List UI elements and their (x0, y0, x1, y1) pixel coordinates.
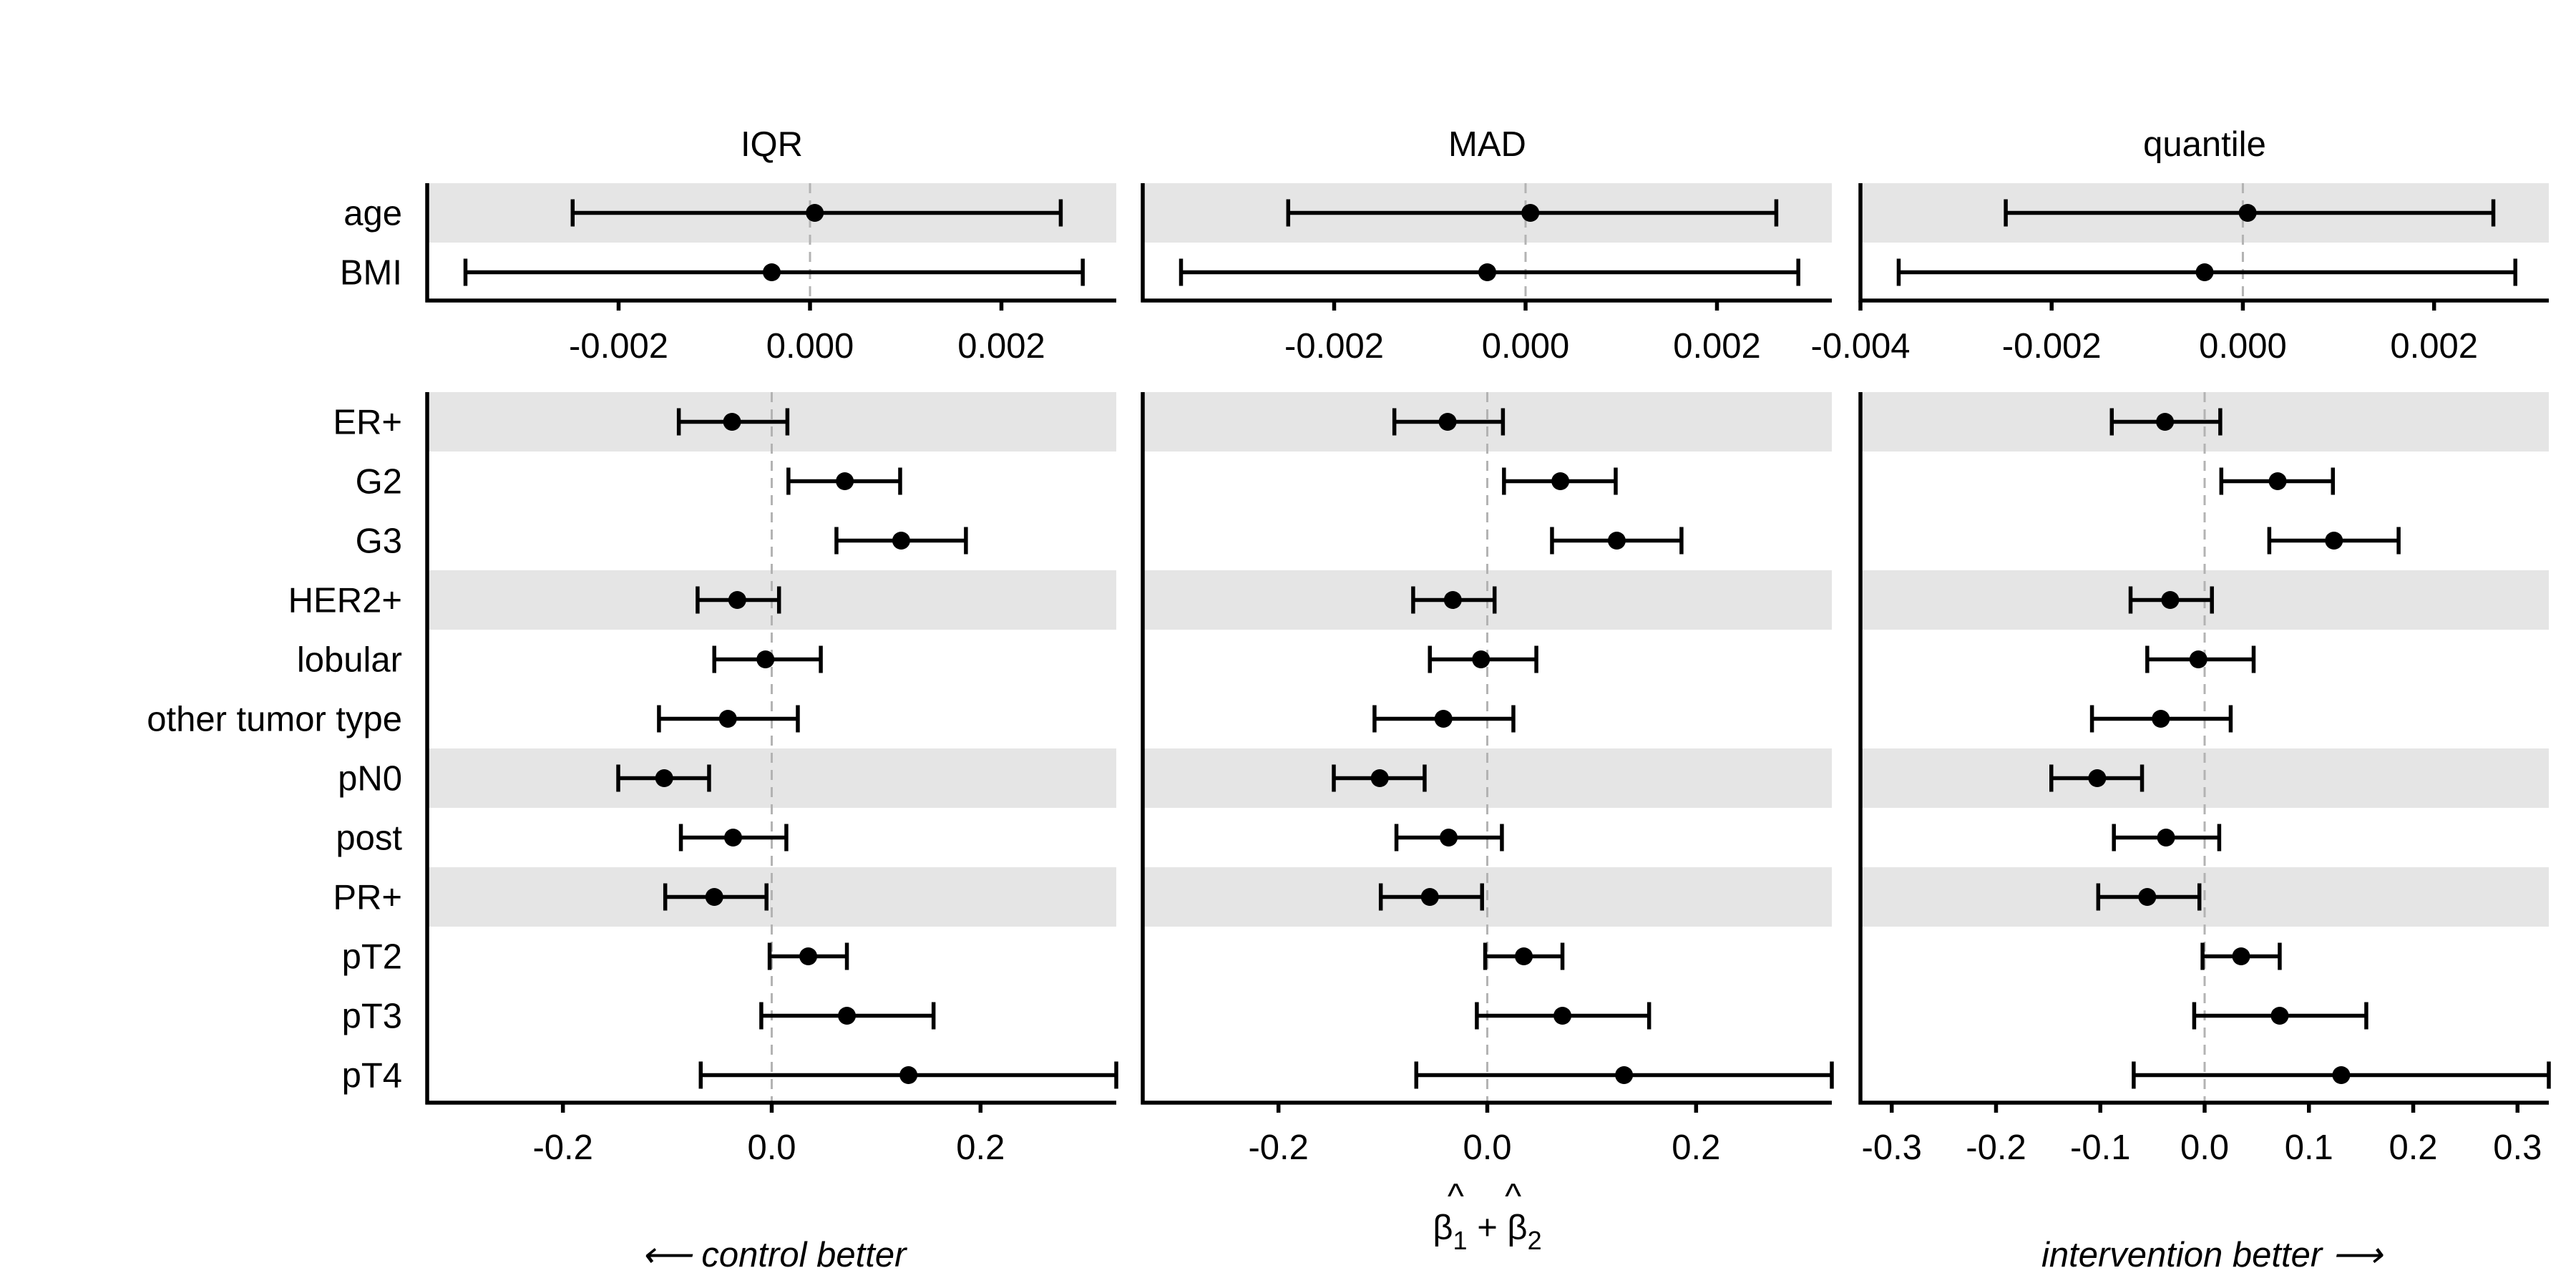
point-estimate (1607, 532, 1626, 550)
point-estimate (1420, 888, 1439, 906)
axis-title-part: β (1433, 1209, 1453, 1247)
point-estimate (1440, 829, 1458, 847)
point-estimate (2195, 263, 2214, 281)
x-tick-label: 0.0 (747, 1128, 796, 1167)
point-estimate (806, 204, 824, 222)
row-label-lobular: lobular (297, 641, 402, 680)
point-estimate (724, 829, 743, 847)
direction-label-control: ⟵ control better (642, 1236, 908, 1274)
x-tick-label: -0.004 (1811, 327, 1911, 366)
point-estimate (2189, 650, 2207, 668)
panel-title-quantile: quantile (2143, 125, 2266, 164)
point-estimate (1615, 1066, 1634, 1084)
row-label-pt3: pT3 (342, 997, 402, 1036)
x-tick-label: 0.002 (957, 327, 1045, 366)
x-tick-label: -0.2 (532, 1128, 592, 1167)
x-tick-label: -0.1 (2070, 1128, 2130, 1167)
point-estimate (838, 1007, 857, 1025)
hat-accent: ^ (1505, 1177, 1521, 1216)
point-estimate (756, 650, 775, 668)
x-tick-label: -0.002 (2002, 327, 2102, 366)
point-estimate (1553, 1007, 1572, 1025)
point-estimate (1370, 769, 1389, 787)
row-label-g3: G3 (356, 522, 402, 561)
x-tick-label: 0.002 (2390, 327, 2478, 366)
point-estimate (836, 472, 854, 490)
point-estimate (2157, 829, 2175, 847)
row-label-pt2: pT2 (342, 938, 402, 977)
x-tick-label: 0.2 (2389, 1128, 2437, 1167)
point-estimate (2232, 947, 2250, 965)
point-estimate (2152, 710, 2170, 728)
point-estimate (2238, 204, 2257, 222)
x-tick-label: -0.3 (1862, 1128, 1922, 1167)
point-estimate (1551, 472, 1570, 490)
panel-title-mad: MAD (1448, 125, 1526, 164)
hat-accent: ^ (1448, 1177, 1464, 1216)
x-tick-label: -0.002 (569, 327, 668, 366)
panel-title-iqr: IQR (741, 125, 803, 164)
subscript: 2 (1528, 1226, 1542, 1255)
point-estimate (892, 532, 910, 550)
row-label-other-tumor-type: other tumor type (147, 701, 402, 739)
point-estimate (2138, 888, 2157, 906)
row-label-her2: HER2+ (288, 582, 402, 620)
row-label-pn0: pN0 (338, 760, 402, 799)
x-tick-label: -0.2 (1966, 1128, 2026, 1167)
point-estimate (899, 1066, 918, 1084)
row-label-g2: G2 (356, 463, 402, 502)
point-estimate (1438, 413, 1457, 431)
point-estimate (723, 413, 741, 431)
point-estimate (2325, 532, 2343, 550)
x-tick-label: 0.000 (1482, 327, 1570, 366)
point-estimate (728, 591, 746, 609)
point-estimate (763, 263, 781, 281)
x-tick-label: 0.000 (2199, 327, 2287, 366)
point-estimate (1472, 650, 1491, 668)
point-estimate (1521, 204, 1540, 222)
point-estimate (2161, 591, 2180, 609)
point-estimate (799, 947, 818, 965)
x-axis-title: β1 + β2 (1433, 1209, 1541, 1255)
point-estimate (705, 888, 723, 906)
x-tick-label: 0.2 (956, 1128, 1005, 1167)
axis-title-part: β (1507, 1209, 1527, 1247)
point-estimate (2156, 413, 2175, 431)
subscript: 1 (1453, 1226, 1468, 1255)
x-tick-label: 0.002 (1673, 327, 1761, 366)
x-tick-label: 0.0 (1463, 1128, 1511, 1167)
point-estimate (655, 769, 673, 787)
direction-label-intervention: intervention better ⟶ (2041, 1236, 2384, 1274)
row-label-pr: PR+ (333, 879, 402, 917)
x-tick-label: -0.2 (1248, 1128, 1308, 1167)
row-label-pt4: pT4 (342, 1057, 402, 1096)
row-label-post: post (336, 819, 402, 858)
x-tick-label: -0.002 (1284, 327, 1384, 366)
x-tick-label: 0.0 (2180, 1128, 2229, 1167)
x-tick-label: 0.1 (2285, 1128, 2333, 1167)
point-estimate (718, 710, 737, 728)
point-estimate (2270, 1007, 2289, 1025)
point-estimate (1434, 710, 1453, 728)
row-label-er: ER+ (333, 404, 402, 442)
point-estimate (1515, 947, 1533, 965)
row-label-bmi: BMI (340, 254, 402, 293)
axis-title-part: + (1468, 1209, 1508, 1247)
point-estimate (1443, 591, 1462, 609)
point-estimate (2332, 1066, 2351, 1084)
x-tick-label: 0.3 (2493, 1128, 2542, 1167)
point-estimate (2268, 472, 2287, 490)
point-estimate (1478, 263, 1496, 281)
x-tick-label: 0.2 (1672, 1128, 1720, 1167)
x-tick-label: 0.000 (766, 327, 854, 366)
row-label-age: age (343, 195, 402, 233)
point-estimate (2088, 769, 2107, 787)
